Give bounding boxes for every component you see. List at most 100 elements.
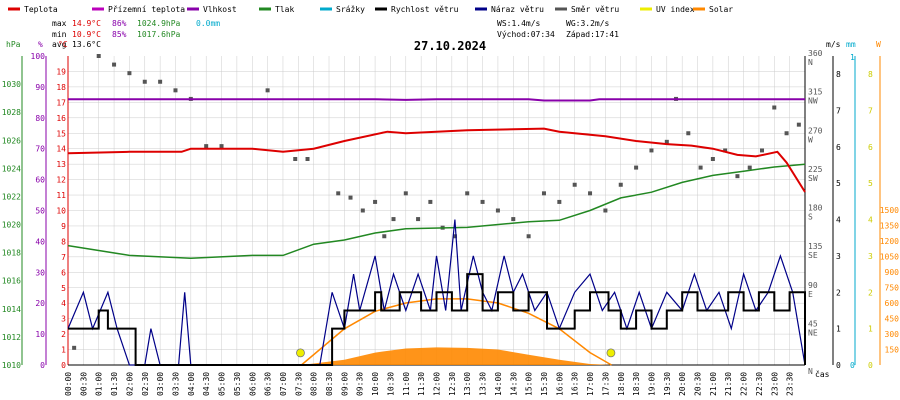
series-direction-point	[265, 88, 270, 93]
tick-temperature: 19	[56, 67, 66, 76]
unit-mm: mm	[846, 40, 856, 49]
stat-max-rain: 0.0mm	[196, 19, 220, 28]
tick-pressure: 1022	[2, 192, 21, 201]
tick-temperature: 5	[61, 284, 66, 293]
tick-humidity: 90	[35, 83, 45, 92]
tick-temperature: 17	[56, 98, 66, 107]
tick-direction-label: NE	[808, 328, 818, 337]
series-direction-point	[698, 165, 703, 170]
tick-solar: 900	[885, 268, 900, 277]
tick-temperature: 6	[61, 268, 66, 277]
tick-time: 18:30	[632, 372, 641, 396]
tick-pressure: 1016	[2, 277, 21, 286]
tick-solar: 600	[885, 299, 900, 308]
series-direction-point	[572, 182, 577, 187]
stat-min-press: 1017.6hPa	[137, 30, 181, 39]
tick-temperature: 16	[56, 114, 66, 123]
tick-uv: 4	[868, 216, 873, 225]
tick-temperature: 10	[56, 207, 66, 216]
tick-time: 03:00	[156, 372, 165, 396]
tick-time: 14:30	[509, 372, 518, 396]
tick-humidity: 100	[31, 52, 46, 61]
tick-time: 16:00	[555, 372, 564, 396]
tick-time: 08:30	[325, 372, 334, 396]
series-direction-point	[391, 217, 396, 222]
tick-uv: 0	[868, 361, 873, 370]
series-direction-point	[710, 157, 715, 161]
unit-degc: °C	[58, 40, 68, 49]
series-direction-point	[403, 191, 408, 196]
series-direction-point	[158, 79, 163, 84]
tick-time: 19:30	[663, 372, 672, 396]
tick-time: 01:00	[95, 372, 104, 396]
tick-time: 08:00	[310, 372, 319, 396]
chart-title: 27.10.2024	[414, 39, 486, 53]
series-direction-point	[772, 105, 777, 110]
tick-temperature: 3	[61, 315, 66, 324]
tick-time: 04:30	[202, 372, 211, 396]
tick-time: 09:00	[340, 372, 349, 396]
tick-uv: 1	[868, 325, 873, 334]
tick-time: 15:30	[540, 372, 549, 396]
tick-time: 22:00	[740, 372, 749, 396]
tick-uv: 7	[868, 107, 873, 116]
series-direction-point	[112, 62, 117, 67]
tick-humidity: 20	[35, 299, 45, 308]
stat-ws: WS:1.4m/s	[497, 19, 541, 28]
series-temperature-line	[67, 127, 806, 193]
tick-time: 06:00	[248, 372, 257, 396]
tick-time: 11:00	[402, 372, 411, 396]
stat-avg-temp: 13.6°C	[72, 40, 101, 49]
tick-time: 21:30	[724, 372, 733, 396]
tick-time: 11:30	[417, 372, 426, 396]
tick-time: 23:30	[786, 372, 795, 396]
tick-direction-deg: 45	[808, 319, 818, 328]
series-direction-point	[723, 148, 728, 153]
plot-area	[67, 54, 806, 366]
legend-label-solar: Solar	[709, 5, 733, 14]
tick-solar: 1200	[880, 237, 899, 246]
stat-avg-label: avg	[52, 40, 67, 49]
tick-temperature: 8	[61, 237, 66, 246]
tick-wind: 8	[836, 70, 841, 79]
tick-uv: 3	[868, 252, 873, 261]
tick-time: 19:00	[647, 372, 656, 396]
series-direction-point	[511, 217, 516, 222]
stat-sunrise: Východ:07:34	[497, 30, 555, 39]
tick-direction-label: N	[808, 58, 813, 67]
tick-time: 15:00	[525, 372, 534, 396]
unit-time: čas	[815, 369, 830, 379]
tick-temperature: 0	[61, 361, 66, 370]
tick-direction-deg: 90	[808, 281, 818, 290]
tick-direction-deg: 225	[808, 165, 823, 174]
series-solar-area	[301, 347, 612, 365]
tick-humidity: 70	[35, 145, 45, 154]
legend-label-prizemni: Přízemní teplota	[108, 5, 185, 14]
tick-direction-deg: 180	[808, 204, 823, 213]
tick-solar: 300	[885, 330, 900, 339]
tick-time: 21:00	[709, 372, 718, 396]
series-direction-point	[360, 208, 365, 213]
tick-uv: 5	[868, 179, 873, 188]
tick-direction-deg: 360	[808, 49, 823, 58]
tick-time: 10:00	[371, 372, 380, 396]
series-direction-point	[465, 191, 470, 196]
tick-humidity: 80	[35, 114, 45, 123]
tick-time: 18:00	[617, 372, 626, 396]
series-direction-point	[382, 234, 387, 239]
tick-time: 20:30	[694, 372, 703, 396]
series-direction-point	[557, 199, 562, 204]
series-direction-point	[649, 148, 654, 153]
tick-direction-label: SW	[808, 174, 818, 183]
axes: 1010101210141016101810201022102410261028…	[2, 49, 899, 396]
series-direction-point	[173, 88, 178, 93]
tick-humidity: 40	[35, 237, 45, 246]
tick-humidity: 10	[35, 330, 45, 339]
tick-temperature: 1	[61, 346, 66, 355]
series-pressure-line	[67, 163, 806, 260]
tick-temperature: 9	[61, 222, 66, 231]
tick-direction-deg: 315	[808, 88, 823, 97]
tick-wind: 7	[836, 107, 841, 116]
tick-time: 17:30	[601, 372, 610, 396]
series-direction-point	[526, 234, 531, 239]
